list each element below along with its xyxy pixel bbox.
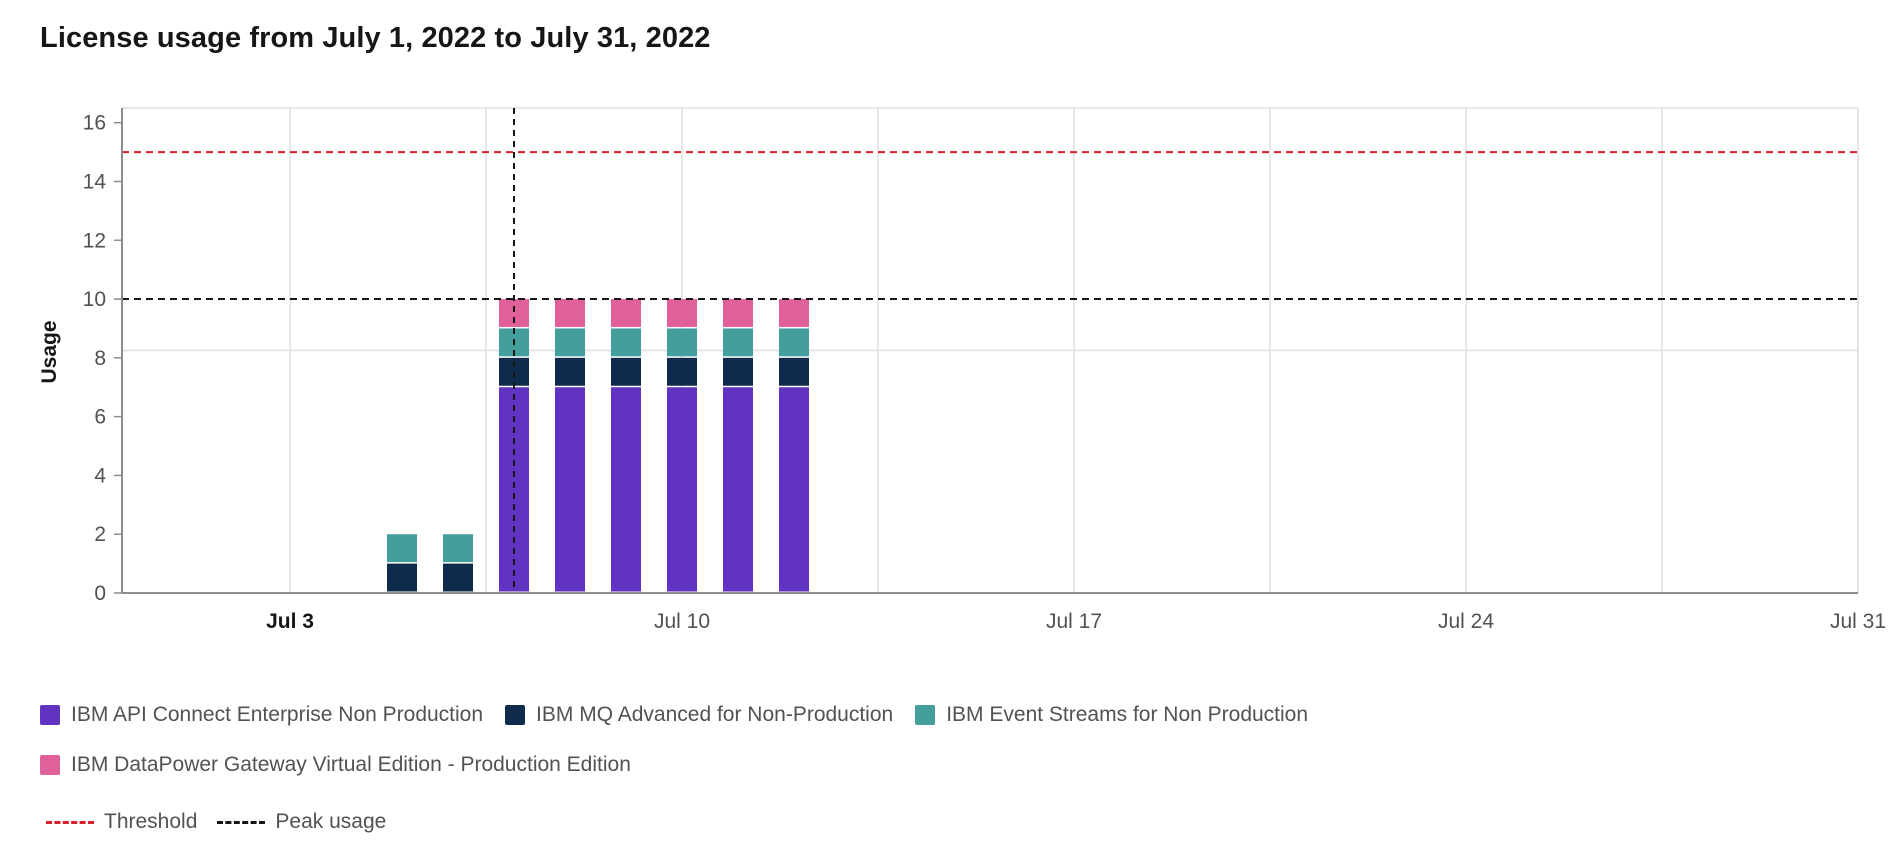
bar-segment-api-connect xyxy=(723,387,753,592)
bar-segment-datapower xyxy=(667,299,697,327)
legend-item-api-connect[interactable]: IBM API Connect Enterprise Non Productio… xyxy=(40,703,483,727)
x-tick-label: Jul 10 xyxy=(654,610,710,633)
legend-swatch-api-connect xyxy=(40,705,60,725)
x-tick-label: Jul 17 xyxy=(1046,610,1102,633)
bar-segment-mq xyxy=(667,357,697,386)
reference-lines xyxy=(122,108,1858,593)
bar-segment-event-streams xyxy=(667,328,697,357)
bar-segment-api-connect xyxy=(611,387,641,592)
legend-item-mq[interactable]: IBM MQ Advanced for Non-Production xyxy=(505,703,893,727)
bar-segment-api-connect xyxy=(667,387,697,592)
bar-segment-event-streams xyxy=(387,534,417,563)
chart-title: License usage from July 1, 2022 to July … xyxy=(40,22,711,54)
y-tick-label: 10 xyxy=(83,288,106,311)
legend-label-mq: IBM MQ Advanced for Non-Production xyxy=(536,703,894,726)
legend-swatch-event-streams xyxy=(915,705,936,725)
legend-swatch-mq xyxy=(505,705,526,725)
bar-segment-mq xyxy=(443,563,473,592)
legend-swatch-datapower xyxy=(40,755,60,775)
legend-label-event-streams: IBM Event Streams for Non Production xyxy=(946,703,1309,726)
grid-layer xyxy=(122,107,1859,593)
usage-chart: 0 2 4 6 8 10 12 14 16 Jul 3 Jul 10 Jul 17 Jul 24 Jul … xyxy=(38,107,1886,633)
bar-segment-datapower xyxy=(779,299,809,327)
legend-row-1: IBM API Connect Enterprise Non Productio… xyxy=(40,700,1440,730)
bar-segment-api-connect xyxy=(779,387,809,592)
bar-layer xyxy=(387,299,809,592)
legend-item-peak-usage[interactable]: Peak usage xyxy=(217,810,386,834)
y-tick-label: 2 xyxy=(94,523,106,546)
legend-label-datapower: IBM DataPower Gateway Virtual Edition - … xyxy=(71,753,631,776)
x-tick-label: Jul 24 xyxy=(1438,610,1494,633)
legend-label-peak-usage: Peak usage xyxy=(275,810,387,833)
bar-segment-mq xyxy=(723,357,753,386)
bar-segment-datapower xyxy=(555,299,585,327)
y-tick-label: 8 xyxy=(94,347,106,370)
axis-layer: 0 2 4 6 8 10 12 14 16 Jul 3 Jul 10 Jul 17 Jul 24 Jul … xyxy=(83,108,1886,633)
legend-label-api-connect: IBM API Connect Enterprise Non Productio… xyxy=(71,703,484,726)
bar-segment-event-streams xyxy=(611,328,641,357)
legend-item-event-streams[interactable]: IBM Event Streams for Non Production xyxy=(915,703,1308,727)
bar-segment-mq xyxy=(779,357,809,386)
y-tick-label: 16 xyxy=(83,112,106,135)
legend-label-threshold: Threshold xyxy=(104,810,198,833)
bar-segment-event-streams xyxy=(723,328,753,357)
y-tick-label: 14 xyxy=(83,170,107,193)
y-tick-label: 4 xyxy=(94,464,106,487)
bar-segment-event-streams xyxy=(555,328,585,357)
y-tick-label: 0 xyxy=(94,582,106,605)
y-axis-label: Usage xyxy=(38,320,61,383)
y-tick-label: 6 xyxy=(94,406,106,429)
x-tick-label: Jul 3 xyxy=(266,610,314,633)
bar-segment-datapower xyxy=(723,299,753,327)
line-legend: Threshold Peak usage xyxy=(46,810,406,834)
bar-segment-event-streams xyxy=(779,328,809,357)
legend-item-datapower[interactable]: IBM DataPower Gateway Virtual Edition - … xyxy=(40,753,631,777)
y-tick-label: 12 xyxy=(83,229,106,252)
peak-dash-icon xyxy=(217,820,266,824)
bar-segment-event-streams xyxy=(443,534,473,563)
legend-row-2: IBM DataPower Gateway Virtual Edition - … xyxy=(40,750,1440,780)
legend: IBM API Connect Enterprise Non Productio… xyxy=(40,700,1440,800)
legend-item-threshold[interactable]: Threshold xyxy=(46,810,197,834)
bar-segment-api-connect xyxy=(555,387,585,592)
bar-segment-datapower xyxy=(611,299,641,327)
bar-segment-mq xyxy=(611,357,641,386)
bar-segment-mq xyxy=(555,357,585,386)
bar-segment-mq xyxy=(387,563,417,592)
x-tick-label: Jul 31 xyxy=(1830,610,1886,633)
threshold-dash-icon xyxy=(46,820,94,824)
